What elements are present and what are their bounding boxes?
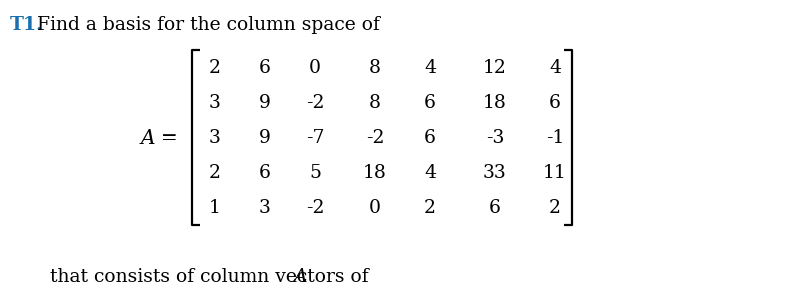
- Text: 11: 11: [543, 164, 567, 182]
- Text: Find a basis for the column space of: Find a basis for the column space of: [37, 16, 380, 34]
- Text: A =: A =: [140, 129, 178, 148]
- Text: 12: 12: [483, 59, 507, 77]
- Text: 6: 6: [259, 59, 271, 77]
- Text: 33: 33: [483, 164, 507, 182]
- Text: -1: -1: [546, 129, 564, 147]
- Text: 6: 6: [549, 94, 561, 112]
- Text: 6: 6: [489, 199, 501, 217]
- Text: 0: 0: [309, 59, 321, 77]
- Text: 18: 18: [483, 94, 507, 112]
- Text: 8: 8: [369, 59, 381, 77]
- Text: 0: 0: [369, 199, 381, 217]
- Text: 2: 2: [424, 199, 436, 217]
- Text: T1.: T1.: [10, 16, 44, 34]
- Text: .: .: [301, 268, 307, 286]
- Text: 2: 2: [209, 164, 221, 182]
- Text: 2: 2: [209, 59, 221, 77]
- Text: that consists of column vectors of: that consists of column vectors of: [50, 268, 375, 286]
- Text: 6: 6: [424, 129, 436, 147]
- Text: 5: 5: [309, 164, 321, 182]
- Text: 4: 4: [424, 59, 436, 77]
- Text: 1: 1: [209, 199, 221, 217]
- Text: 18: 18: [363, 164, 387, 182]
- Text: 9: 9: [259, 94, 271, 112]
- Text: -7: -7: [306, 129, 324, 147]
- Text: 9: 9: [259, 129, 271, 147]
- Text: 2: 2: [549, 199, 561, 217]
- Text: 6: 6: [259, 164, 271, 182]
- Text: 3: 3: [209, 129, 221, 147]
- Text: 3: 3: [259, 199, 271, 217]
- Text: 3: 3: [209, 94, 221, 112]
- Text: -2: -2: [365, 129, 384, 147]
- Text: -2: -2: [306, 199, 324, 217]
- Text: 4: 4: [549, 59, 561, 77]
- Text: -2: -2: [306, 94, 324, 112]
- Text: 6: 6: [424, 94, 436, 112]
- Text: -3: -3: [486, 129, 504, 147]
- Text: 4: 4: [424, 164, 436, 182]
- Text: 8: 8: [369, 94, 381, 112]
- Text: A: A: [293, 268, 307, 286]
